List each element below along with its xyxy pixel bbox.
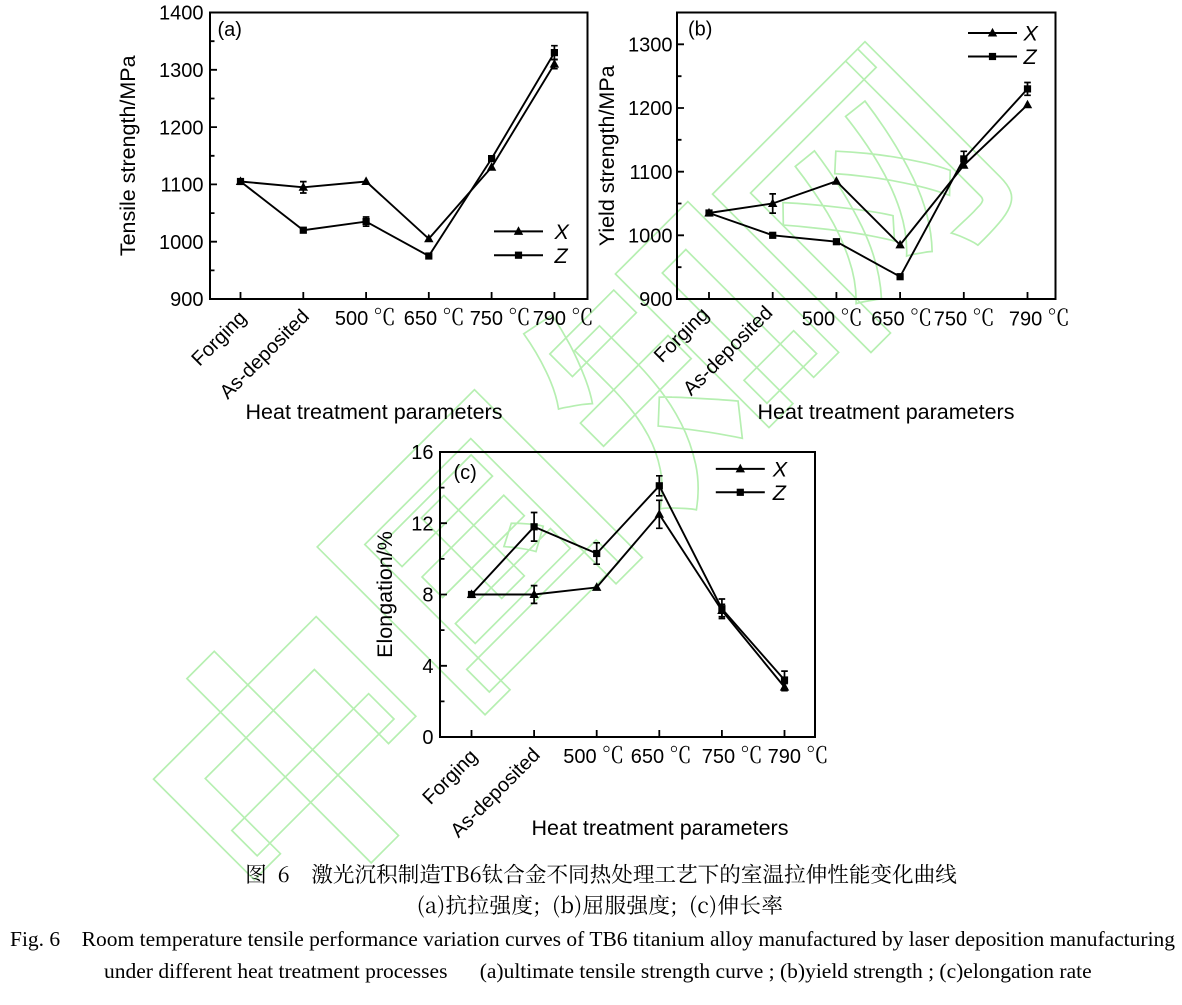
svg-text:Fig. 6 Room temperature ten: Fig. 6 Room temperature tensile performa… [10, 927, 1175, 951]
svg-text:4: 4 [422, 656, 433, 678]
svg-text:Z: Z [772, 481, 787, 505]
svg-text:Z: Z [554, 244, 569, 268]
svg-text:1400: 1400 [159, 3, 204, 25]
svg-text:16: 16 [411, 442, 433, 464]
svg-text:500: 500 [563, 746, 596, 768]
svg-text:Tensile strength/MPa: Tensile strength/MPa [116, 55, 140, 256]
svg-text:1100: 1100 [629, 162, 672, 184]
svg-text:750: 750 [702, 746, 735, 768]
svg-text:500: 500 [802, 309, 835, 331]
svg-text:900: 900 [639, 289, 672, 311]
svg-text:Yield strength/MPa: Yield strength/MPa [595, 65, 619, 246]
svg-text:1100: 1100 [160, 175, 203, 197]
svg-text:12: 12 [411, 514, 433, 536]
svg-text:900: 900 [170, 289, 203, 311]
svg-text:1300: 1300 [159, 60, 204, 82]
svg-text:Heat treatment parameters: Heat treatment parameters [246, 400, 503, 424]
svg-text:X: X [554, 220, 571, 244]
svg-text:Elongation/%: Elongation/% [373, 531, 397, 658]
svg-text:8: 8 [422, 585, 433, 607]
svg-text:(b): (b) [688, 19, 712, 41]
svg-text:X: X [1023, 22, 1040, 46]
svg-text:650: 650 [404, 308, 437, 330]
svg-text:1000: 1000 [628, 226, 673, 248]
svg-text:650: 650 [631, 746, 664, 768]
svg-text:X: X [772, 458, 789, 482]
svg-text:750: 750 [470, 308, 503, 330]
svg-text:1000: 1000 [159, 232, 204, 254]
svg-text:Z: Z [1023, 45, 1038, 69]
svg-text:650: 650 [871, 309, 904, 331]
svg-text:Heat treatment parameters: Heat treatment parameters [758, 400, 1015, 424]
svg-text:750: 750 [934, 309, 967, 331]
svg-text:500: 500 [335, 308, 368, 330]
svg-text:790: 790 [533, 308, 566, 330]
svg-text:1200: 1200 [159, 117, 204, 139]
svg-text:Forging: Forging [650, 303, 714, 367]
svg-text:0: 0 [422, 727, 433, 749]
svg-text:Heat treatment parameters: Heat treatment parameters [532, 816, 789, 840]
svg-text:(c): (c) [454, 462, 477, 484]
svg-text:1300: 1300 [628, 35, 673, 57]
svg-text:1200: 1200 [628, 98, 673, 120]
svg-text:under different heat treatment: under different heat treatment processes… [104, 959, 1092, 983]
svg-text:(a): (a) [218, 19, 242, 41]
svg-text:790: 790 [1009, 309, 1042, 331]
svg-text:790: 790 [768, 746, 801, 768]
